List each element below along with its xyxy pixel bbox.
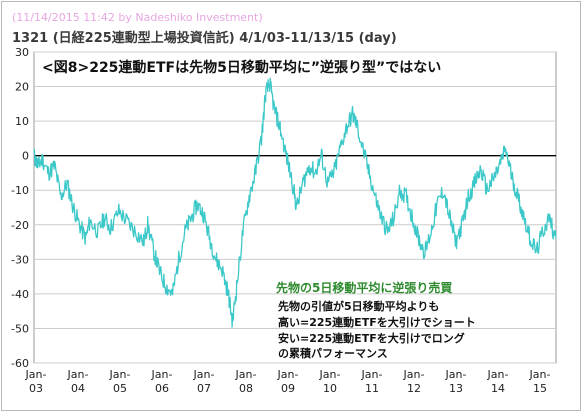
x-tick-label: Jan- — [487, 368, 509, 381]
x-tick-label: 07 — [197, 382, 211, 395]
x-axis: Jan-03Jan-04Jan-05Jan-06Jan-07Jan-08Jan-… — [25, 368, 551, 395]
x-tick-label: 06 — [155, 382, 169, 395]
y-tick-label: 10 — [15, 115, 29, 128]
x-tick-label: Jan- — [235, 368, 257, 381]
x-tick-label: 12 — [407, 382, 421, 395]
x-tick-label: 13 — [449, 382, 463, 395]
x-tick-label: Jan- — [319, 368, 341, 381]
y-tick-label: -20 — [11, 219, 29, 232]
x-tick-label: Jan- — [445, 368, 467, 381]
y-tick-label: -60 — [11, 357, 29, 370]
annotation-box: 先物の5日移動平均に逆張り売買 先物の引値が5日移動平均よりも 高い=225連動… — [276, 280, 476, 360]
grid-lines — [34, 51, 556, 364]
y-tick-label: 30 — [15, 46, 29, 59]
annotation-title: 先物の5日移動平均に逆張り売買 — [276, 280, 452, 295]
x-tick-label: Jan- — [109, 368, 131, 381]
annotation-line-1: 先物の引値が5日移動平均よりも — [278, 299, 439, 313]
x-tick-label: Jan- — [529, 368, 551, 381]
annotation-line-3: 安い=225連動ETFを大引けでロング — [278, 331, 465, 345]
y-tick-label: -50 — [11, 322, 29, 335]
x-tick-label: 14 — [491, 382, 505, 395]
x-tick-label: Jan- — [193, 368, 215, 381]
x-tick-label: 09 — [281, 382, 295, 395]
y-tick-label: 20 — [15, 81, 29, 94]
x-tick-label: Jan- — [361, 368, 383, 381]
x-tick-label: 15 — [533, 382, 547, 395]
x-tick-label: Jan- — [25, 368, 47, 381]
series-line — [33, 77, 557, 328]
annotation-line-4: の累積パフォーマンス — [278, 346, 388, 360]
chart-subtitle: 1321 (日経225連動型上場投資信託) 4/1/03-11/13/15 (d… — [12, 31, 397, 46]
x-tick-label: 08 — [239, 382, 253, 395]
x-tick-label: 04 — [71, 382, 85, 395]
x-tick-label: Jan- — [67, 368, 89, 381]
y-tick-label: -40 — [11, 288, 29, 301]
y-axis: 30 20 10 0 -10 -20 -30 -40 -50 -60 — [11, 46, 29, 370]
x-tick-label: 05 — [113, 382, 127, 395]
series-group — [33, 77, 557, 328]
watermark: (11/14/2015 11:42 by Nadeshiko Investmen… — [12, 11, 263, 24]
annotation-line-2: 高い=225連動ETFを大引けでショート — [278, 315, 476, 329]
y-tick-label: -30 — [11, 253, 29, 266]
x-tick-label: 10 — [323, 382, 337, 395]
y-tick-label: -10 — [11, 184, 29, 197]
chart-title: <図8>225連動ETFは先物5日移動平均に”逆張り型”ではない — [42, 59, 441, 76]
x-tick-label: 11 — [365, 382, 379, 395]
x-tick-label: Jan- — [151, 368, 173, 381]
x-tick-label: 03 — [29, 382, 43, 395]
x-tick-label: Jan- — [403, 368, 425, 381]
x-tick-label: Jan- — [277, 368, 299, 381]
y-tick-label: 0 — [22, 150, 29, 163]
